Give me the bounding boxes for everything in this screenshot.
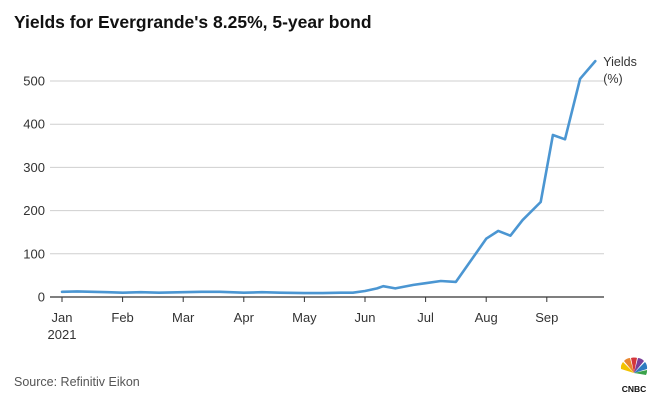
x-tick-label-apr: Apr	[234, 310, 255, 325]
y-tick-label-500: 500	[23, 74, 45, 89]
x-tick-label-jan: Jan	[52, 310, 73, 325]
x-tick-label-may: May	[292, 310, 317, 325]
y-tick-label-200: 200	[23, 203, 45, 218]
series-line-yields	[60, 59, 597, 295]
x-tick-label-mar: Mar	[172, 310, 195, 325]
logo-text: CNBC	[622, 384, 647, 394]
y-tick-label-0: 0	[38, 290, 45, 305]
x-tick-label-aug: Aug	[475, 310, 498, 325]
y-tick-label-300: 300	[23, 160, 45, 175]
x-tick-label-jul: Jul	[417, 310, 434, 325]
series-label-line-1: Yields	[603, 55, 637, 69]
chart-title: Yields for Evergrande's 8.25%, 5-year bo…	[14, 12, 372, 32]
x-tick-label-sep: Sep	[535, 310, 558, 325]
x-tick-label-jun: Jun	[355, 310, 376, 325]
cnbc-logo: CNBC	[620, 357, 648, 394]
y-tick-label-400: 400	[23, 117, 45, 132]
source-note: Source: Refinitiv Eikon	[14, 375, 140, 389]
x-tick-label-feb: Feb	[111, 310, 133, 325]
series-label-line-2: (%)	[603, 72, 622, 86]
y-tick-label-100: 100	[23, 246, 45, 261]
x-tick-year-label: 2021	[48, 327, 77, 342]
